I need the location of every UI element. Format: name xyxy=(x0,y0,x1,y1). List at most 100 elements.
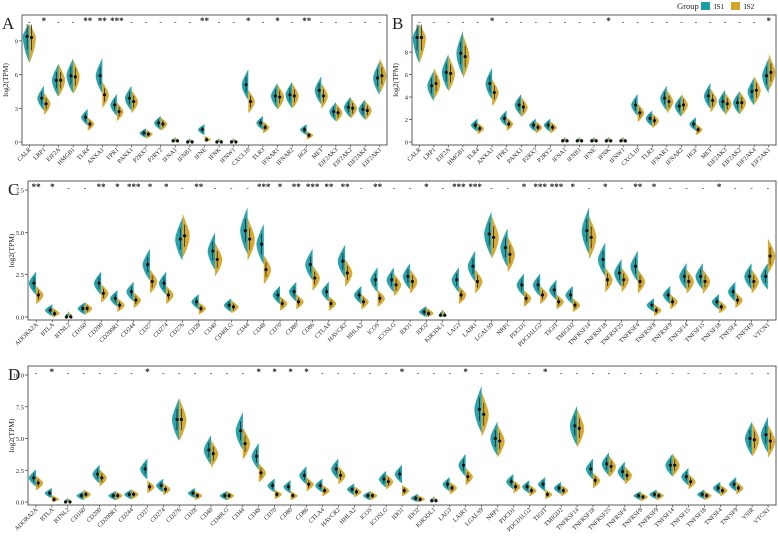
significance-mark: - xyxy=(476,18,479,26)
violin-ifne xyxy=(197,124,212,142)
violin-tlr3 xyxy=(256,115,270,134)
violin-lair1 xyxy=(458,453,473,486)
significance-mark: - xyxy=(505,18,508,26)
significance-mark: - xyxy=(441,184,444,192)
violin-cd40lg xyxy=(223,298,239,314)
significance-mark: - xyxy=(181,184,184,192)
violin-tmigd2 xyxy=(553,481,569,497)
y-tick-label: 3 xyxy=(15,106,18,113)
significance-mark: - xyxy=(669,184,672,192)
panel-frame xyxy=(27,180,777,321)
violin-ifnar1 xyxy=(270,82,285,110)
panel-letter: D xyxy=(8,365,20,384)
violin-cd27 xyxy=(142,248,158,294)
violin-btnl2 xyxy=(64,311,73,319)
significance-mark: *** xyxy=(257,182,271,192)
violin-anxa1 xyxy=(95,58,109,108)
violin-cd160 xyxy=(76,489,91,501)
violin-ifne xyxy=(590,136,598,143)
x-tick-label: PANX1 xyxy=(116,146,135,165)
violin-icoslg xyxy=(386,267,402,297)
violin-cxcl10 xyxy=(241,69,255,114)
violin-cd48 xyxy=(256,223,272,285)
violin-hgf xyxy=(300,124,314,140)
x-tick-label: VTCN1 xyxy=(752,506,771,525)
significance-mark: - xyxy=(496,369,499,377)
significance-mark: * xyxy=(50,182,55,192)
violin-icos xyxy=(370,267,385,307)
violin-vsir xyxy=(744,421,760,457)
significance-mark: - xyxy=(28,18,31,26)
violin-tlr4 xyxy=(470,118,485,135)
y-tick-label: 2.5 xyxy=(16,272,24,279)
significance-mark: - xyxy=(753,18,756,26)
significance-mark: - xyxy=(98,369,101,377)
violin-adora2a xyxy=(28,271,44,305)
violin-tnfsf9 xyxy=(729,477,744,495)
significance-mark: - xyxy=(564,18,567,26)
violin-half-is1 xyxy=(22,24,30,63)
violin-tnfrsf14 xyxy=(569,405,585,448)
significance-mark: - xyxy=(433,369,436,377)
violin-tlr3 xyxy=(645,110,659,129)
violin-cd70 xyxy=(272,285,288,311)
violin-vtcn1 xyxy=(760,416,776,458)
significance-mark: ** xyxy=(83,16,93,26)
significance-mark: - xyxy=(620,184,623,192)
significance-mark: - xyxy=(67,184,70,192)
violin-cd274 xyxy=(158,271,174,305)
violin-lgals9 xyxy=(474,385,489,437)
violin-panx1 xyxy=(514,93,528,118)
violin-btnl2 xyxy=(63,497,72,504)
violin-tnfrsf18 xyxy=(597,242,613,293)
x-tick-label: VTCN1 xyxy=(752,321,771,340)
significance-mark: * xyxy=(400,367,405,377)
violin-eif2ak4 xyxy=(747,76,761,106)
x-tick-label: CD276 xyxy=(168,321,186,339)
y-tick-label: 2.5 xyxy=(16,468,24,475)
significance-mark: - xyxy=(84,184,87,192)
significance-mark: * xyxy=(115,182,120,192)
significance-mark: * xyxy=(522,182,527,192)
violin-pdcd1lg2 xyxy=(522,480,537,497)
significance-mark: - xyxy=(449,369,452,377)
x-tick-label: IDO1 xyxy=(390,506,405,521)
violin-tnfsf14 xyxy=(665,453,680,477)
violin-cd244 xyxy=(124,489,139,500)
significance-mark: * xyxy=(42,16,47,26)
violin-tnfrsf9 xyxy=(649,489,664,501)
x-tick-label: IFNE xyxy=(193,146,208,161)
violin-p2rx7 xyxy=(529,118,543,134)
significance-mark: *** xyxy=(110,16,124,26)
violin-lgals9 xyxy=(484,211,499,260)
significance-mark: *** xyxy=(550,182,564,192)
x-tick-label: ICOSLG xyxy=(377,321,398,342)
violin-ifnar2 xyxy=(674,93,688,117)
significance-mark: - xyxy=(130,369,133,377)
violin-anxa1 xyxy=(485,67,499,107)
significance-mark: - xyxy=(687,369,690,377)
violin-ifnb1 xyxy=(186,138,194,144)
significance-mark: - xyxy=(576,369,579,377)
violin-tnfsf18 xyxy=(697,489,712,501)
x-tick-label: CD48 xyxy=(252,321,267,336)
violin-panx1 xyxy=(124,85,139,114)
significance-mark: * xyxy=(606,16,611,26)
violin-cd40 xyxy=(207,232,223,277)
significance-mark: ** xyxy=(324,182,334,192)
significance-mark: * xyxy=(304,367,309,377)
significance-mark: * xyxy=(424,182,429,192)
violin-vtcn1 xyxy=(760,238,776,290)
significance-mark: * xyxy=(766,16,771,26)
panel-frame xyxy=(27,365,777,506)
x-tick-label: LAG3 xyxy=(437,506,453,522)
y-tick-label: 0.0 xyxy=(16,315,24,322)
legend-label-is1: IS1 xyxy=(714,2,725,11)
violin-tnfsf4 xyxy=(713,481,728,497)
x-tick-label: CD80 xyxy=(284,321,299,336)
significance-mark: - xyxy=(230,184,233,192)
significance-mark: *** xyxy=(533,182,547,192)
y-tick-label: 0.0 xyxy=(16,500,24,507)
significance-mark: * xyxy=(543,367,548,377)
